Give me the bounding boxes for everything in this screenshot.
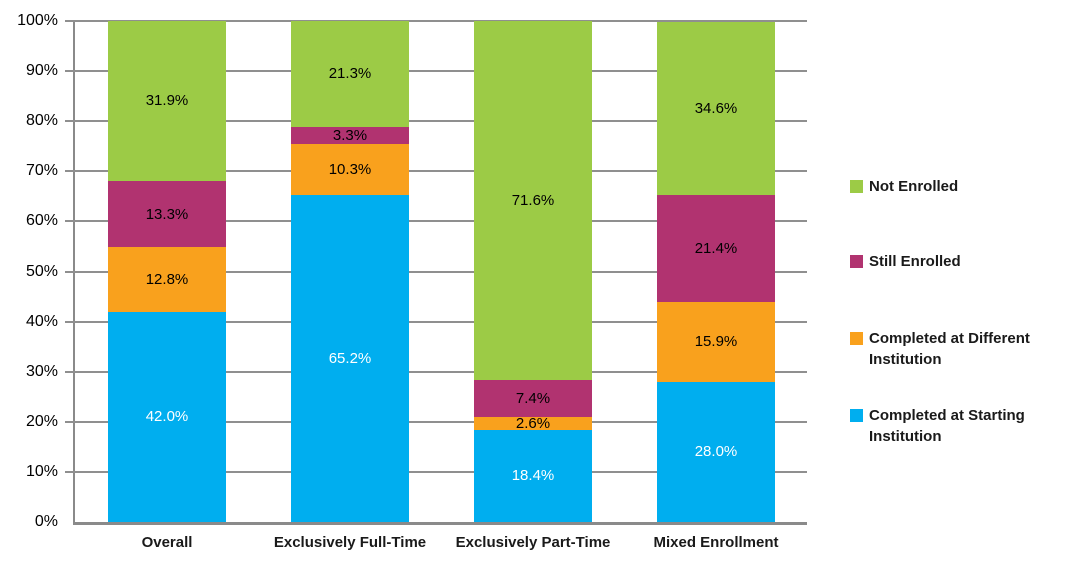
x-axis-category-label: Mixed Enrollment bbox=[653, 534, 779, 551]
bar-segment-completed-at-different-institution: 10.3% bbox=[291, 143, 409, 196]
legend-color-swatch-icon bbox=[850, 255, 863, 268]
y-axis-tick-label: 60% bbox=[25, 212, 58, 230]
data-label: 31.9% bbox=[145, 92, 189, 110]
x-axis-category-label: Exclusively Part-Time bbox=[455, 534, 611, 551]
y-axis-tick-label: 10% bbox=[25, 462, 58, 480]
bar-segment-not-enrolled: 21.3% bbox=[291, 20, 409, 128]
data-label: 7.4% bbox=[515, 389, 551, 407]
gridline bbox=[65, 420, 807, 423]
data-label: 18.4% bbox=[511, 467, 555, 485]
legend-label: Completed at Different Institution bbox=[869, 330, 1030, 368]
gridline bbox=[65, 270, 807, 273]
legend-label: Completed at Starting Institution bbox=[869, 407, 1025, 445]
gridline bbox=[65, 470, 807, 473]
bar-overall: 42.0% 12.8% 13.3% 31.9% bbox=[108, 21, 226, 522]
gridline bbox=[65, 220, 807, 223]
y-axis-tick-label: 80% bbox=[25, 112, 58, 130]
bar-segment-completed-at-starting-institution: 18.4% bbox=[474, 429, 592, 522]
y-axis-tick-label: 70% bbox=[25, 162, 58, 180]
legend-item-completed-at-different-institution: Completed at Different Institution bbox=[850, 328, 1064, 370]
bar-segment-still-enrolled: 3.3% bbox=[291, 127, 409, 144]
y-axis-tick-label: 20% bbox=[25, 412, 58, 430]
legend-color-swatch-icon bbox=[850, 409, 863, 422]
bar-segment-not-enrolled: 31.9% bbox=[108, 21, 226, 181]
bar-segment-completed-at-different-institution: 15.9% bbox=[657, 302, 775, 382]
legend-label: Not Enrolled bbox=[869, 178, 959, 195]
gridline bbox=[65, 20, 807, 22]
data-label: 3.3% bbox=[332, 126, 368, 144]
gridline bbox=[65, 170, 807, 173]
bar-segment-still-enrolled: 13.3% bbox=[108, 180, 226, 248]
bar-segment-completed-at-different-institution: 12.8% bbox=[108, 247, 226, 312]
data-label: 21.3% bbox=[328, 65, 372, 83]
bar-segment-completed-at-different-institution: 2.6% bbox=[474, 414, 592, 432]
data-label: 13.3% bbox=[145, 205, 189, 223]
bar-segment-completed-at-starting-institution: 42.0% bbox=[108, 311, 226, 522]
data-label: 71.6% bbox=[511, 191, 555, 209]
data-label: 65.2% bbox=[328, 350, 372, 368]
legend-color-swatch-icon bbox=[850, 180, 863, 193]
y-axis-tick-label: 90% bbox=[25, 62, 58, 80]
data-label: 2.6% bbox=[515, 414, 551, 432]
data-label: 10.3% bbox=[328, 161, 372, 179]
data-label: 34.6% bbox=[694, 99, 738, 117]
bar-exclusively-part-time: 18.4% 2.6% 7.4% 71.6% bbox=[474, 21, 592, 522]
data-label: 21.4% bbox=[694, 239, 738, 257]
legend-item-not-enrolled: Not Enrolled bbox=[850, 176, 1064, 197]
x-axis-category-label: Overall bbox=[141, 534, 193, 551]
gridline bbox=[65, 70, 807, 73]
bar-segment-completed-at-starting-institution: 65.2% bbox=[291, 195, 409, 522]
bar-segment-not-enrolled: 71.6% bbox=[474, 21, 592, 380]
gridline bbox=[65, 370, 807, 373]
bar-exclusively-full-time: 65.2% 10.3% 3.3% 21.3% bbox=[291, 20, 409, 522]
data-label: 28.0% bbox=[694, 443, 738, 461]
legend-item-completed-at-starting-institution: Completed at Starting Institution bbox=[850, 405, 1064, 447]
gridline bbox=[65, 320, 807, 323]
bar-mixed-enrollment: 28.0% 15.9% 21.4% 34.6% bbox=[657, 21, 775, 522]
legend-label: Still Enrolled bbox=[869, 253, 961, 270]
plot-area: 42.0% 12.8% 13.3% 31.9% 65.2% 10.3% 3.3% 21.3% 1… bbox=[65, 20, 807, 525]
x-axis-category-label: Exclusively Full-Time bbox=[273, 534, 427, 551]
legend-color-swatch-icon bbox=[850, 332, 863, 345]
bar-segment-not-enrolled: 34.6% bbox=[657, 21, 775, 195]
bar-segment-still-enrolled: 21.4% bbox=[657, 194, 775, 303]
y-axis-tick-label: 50% bbox=[25, 262, 58, 280]
bar-segment-completed-at-starting-institution: 28.0% bbox=[657, 381, 775, 522]
data-label: 42.0% bbox=[145, 408, 189, 426]
y-axis-tick-label: 100% bbox=[17, 12, 58, 29]
data-label: 15.9% bbox=[694, 333, 738, 351]
y-axis-tick-label: 30% bbox=[25, 362, 58, 380]
bar-segment-still-enrolled: 7.4% bbox=[474, 379, 592, 417]
gridline bbox=[65, 120, 807, 123]
data-label: 12.8% bbox=[145, 271, 189, 289]
y-axis-tick-label: 40% bbox=[25, 312, 58, 330]
legend-item-still-enrolled: Still Enrolled bbox=[850, 251, 1064, 272]
y-axis-tick-label: 0% bbox=[34, 513, 58, 530]
